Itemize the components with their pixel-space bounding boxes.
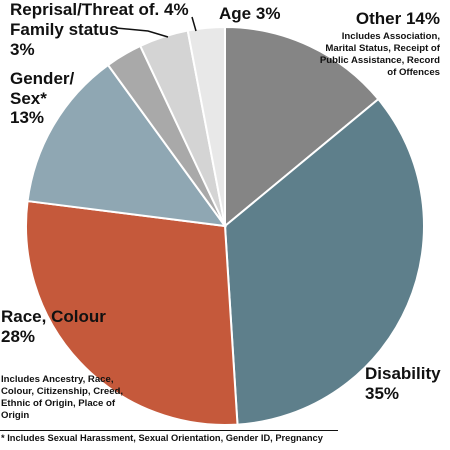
footnote-divider: [0, 430, 338, 431]
leader-line-2: [191, 16, 197, 32]
label-family-status: Family status 3%: [10, 20, 119, 59]
note-other: Includes Association, Marital Status, Re…: [319, 30, 440, 78]
note-race: Includes Ancestry, Race, Colour, Citizen…: [1, 374, 124, 421]
label-race-colour: Race, Colour 28%: [1, 307, 106, 346]
label-disability: Disability 35%: [365, 364, 441, 403]
label-reprisal: Reprisal/Threat of. 4%: [10, 0, 189, 19]
pie-slice-disability: [223, 97, 425, 426]
leader-line-1: [115, 27, 169, 38]
pie-slice-race-colour: [25, 199, 239, 426]
pie-slice-other: [224, 25, 380, 229]
pie-slice-gender-sex: [26, 63, 228, 228]
label-gender-sex: Gender/ Sex* 13%: [10, 69, 75, 128]
label-age: Age 3%: [219, 4, 281, 23]
footnote: * Includes Sexual Harassment, Sexual Ori…: [1, 433, 323, 443]
pie-slice-age: [186, 25, 226, 227]
label-other: Other 14% Includes Association, Marital …: [315, 9, 440, 78]
